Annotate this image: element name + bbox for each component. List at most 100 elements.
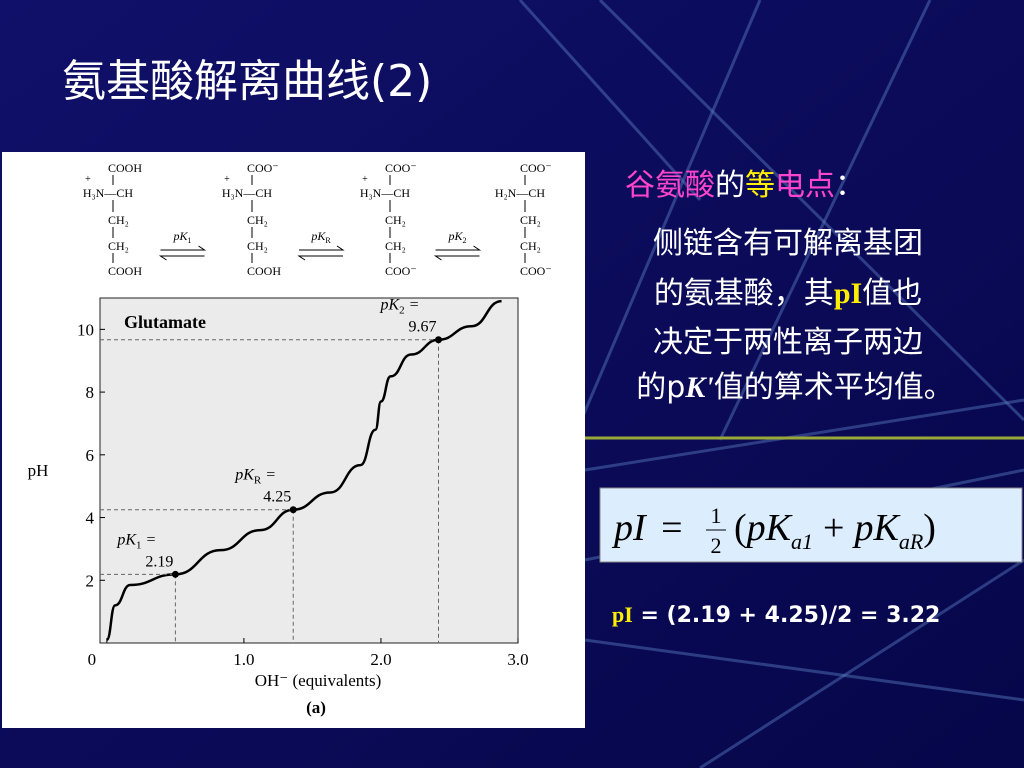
label-base: pK bbox=[310, 229, 326, 243]
y-tick-label: 8 bbox=[86, 383, 95, 402]
y-tick-label: 4 bbox=[86, 509, 95, 528]
label-sub: 2 bbox=[399, 305, 405, 317]
structure-text: COOH bbox=[247, 264, 281, 278]
curve bbox=[105, 299, 502, 642]
text-line: 的pK'值的算术平均值。 bbox=[636, 370, 953, 405]
text-part: 值的算术平均值。 bbox=[714, 370, 954, 405]
text-part: 侧链含有可解离基团 bbox=[653, 226, 923, 261]
point-value: 2.19 bbox=[145, 553, 173, 570]
structure-text: H₃N—CH bbox=[360, 186, 411, 200]
label-sub: 1 bbox=[136, 539, 142, 551]
label-base: pK bbox=[172, 229, 188, 243]
formula-plus: + bbox=[823, 507, 844, 549]
structure-text: CH₂ bbox=[247, 239, 268, 253]
formula-box bbox=[599, 487, 1023, 563]
x-axis-label: OH⁻ (equivalents) bbox=[255, 671, 382, 690]
structure-text: COOH bbox=[108, 264, 142, 278]
label-sub: R bbox=[254, 475, 262, 487]
structure-text: CH₂ bbox=[108, 213, 129, 227]
x-tick-label: 1.0 bbox=[233, 650, 254, 669]
equilibrium-label: pK1 bbox=[172, 229, 191, 245]
y-tick-label: 2 bbox=[86, 571, 95, 590]
label-base: pK bbox=[447, 229, 463, 243]
formula: pI = bbox=[611, 507, 683, 549]
label-sub: 2 bbox=[463, 236, 467, 245]
formula-open: ( bbox=[734, 507, 747, 549]
x-tick-label: 2.0 bbox=[370, 650, 391, 669]
formula-num: 1 bbox=[711, 503, 722, 528]
formula-term: pK bbox=[851, 507, 900, 549]
formula-eq: = bbox=[661, 507, 682, 549]
label-sub: R bbox=[325, 236, 331, 245]
text-part: 的p bbox=[636, 370, 685, 405]
text-part: 决定于两性离子两边 bbox=[653, 325, 923, 360]
point-label: pKR = bbox=[234, 467, 275, 487]
structure-text: CH₂ bbox=[108, 239, 129, 253]
structure-text: COO⁻ bbox=[247, 161, 279, 175]
structure-text: CH₂ bbox=[385, 239, 406, 253]
text-line: 决定于两性离子两边 bbox=[653, 325, 923, 360]
arrow bbox=[297, 255, 343, 261]
point bbox=[171, 570, 179, 578]
slide-title: 氨基酸解离曲线(2) bbox=[62, 56, 432, 107]
calc: pI = (2.19 + 4.25)/2 = 3.22 bbox=[612, 602, 940, 628]
structure-text: COO⁻ bbox=[520, 264, 552, 278]
label-eq: = bbox=[147, 531, 156, 548]
structure-text: H₃N—CH bbox=[222, 186, 273, 200]
heading-part: 电点 bbox=[775, 168, 835, 203]
structure-text: COO⁻ bbox=[385, 264, 417, 278]
calc-rest: = (2.19 + 4.25)/2 = 3.22 bbox=[640, 603, 940, 628]
heading-part: 的 bbox=[715, 168, 745, 203]
equilibrium-label: pKR bbox=[310, 229, 331, 245]
arrow bbox=[433, 255, 480, 261]
y-axis-label: pH bbox=[28, 461, 49, 480]
label-eq: = bbox=[266, 467, 275, 484]
formula-rhs: (pKa1 + pKaR) bbox=[734, 507, 936, 554]
structure-text: CH₂ bbox=[385, 213, 406, 227]
heading-part: 等 bbox=[745, 168, 775, 203]
heading-part: 谷氨酸 bbox=[625, 168, 715, 203]
label-sub: 1 bbox=[188, 236, 192, 245]
text-line: 侧链含有可解离基团 bbox=[653, 226, 923, 261]
point bbox=[435, 336, 443, 344]
charge: + bbox=[362, 174, 368, 185]
text-part: K' bbox=[684, 371, 713, 404]
point-value: 9.67 bbox=[409, 319, 437, 336]
y-tick-label: 6 bbox=[86, 446, 95, 465]
text-heading: 谷氨酸的等电点： bbox=[625, 168, 865, 203]
arrow bbox=[299, 245, 345, 251]
heading-part: ： bbox=[835, 168, 865, 203]
charge: + bbox=[85, 174, 91, 185]
y-tick-label: 10 bbox=[77, 320, 94, 339]
structure-text: COO⁻ bbox=[520, 161, 552, 175]
point bbox=[289, 506, 297, 514]
structure-text: COOH bbox=[108, 161, 142, 175]
chart-title: Glutamate bbox=[124, 312, 206, 332]
formula-term: pK bbox=[744, 507, 793, 549]
plot-area bbox=[99, 297, 519, 644]
formula-lhs: pI bbox=[611, 507, 648, 549]
structure-text: COO⁻ bbox=[385, 161, 417, 175]
calc-pi: pI bbox=[612, 602, 633, 627]
formula-close: ) bbox=[923, 507, 936, 549]
label-eq: = bbox=[410, 297, 419, 314]
text-part: 值也 bbox=[862, 276, 922, 311]
structure-text: H₂N—CH bbox=[495, 186, 546, 200]
point-label: pK1 = bbox=[116, 531, 155, 551]
structure-text: CH₂ bbox=[520, 213, 541, 227]
formula-sub: aR bbox=[899, 529, 924, 554]
label-base: pK bbox=[380, 297, 401, 314]
structure-text: H₃N—CH bbox=[83, 186, 134, 200]
arrow bbox=[435, 245, 482, 251]
label-base: pK bbox=[234, 467, 255, 484]
equilibrium-label: pK2 bbox=[447, 229, 466, 245]
x-tick-label: 3.0 bbox=[507, 650, 528, 669]
arrow bbox=[160, 245, 207, 251]
point-value: 4.25 bbox=[263, 489, 291, 506]
text-part: 的氨基酸，其 bbox=[654, 276, 834, 311]
text-part: pI bbox=[834, 277, 862, 310]
formula-sub: a1 bbox=[791, 529, 813, 554]
arrow bbox=[158, 255, 205, 261]
formula-den: 2 bbox=[711, 533, 722, 558]
